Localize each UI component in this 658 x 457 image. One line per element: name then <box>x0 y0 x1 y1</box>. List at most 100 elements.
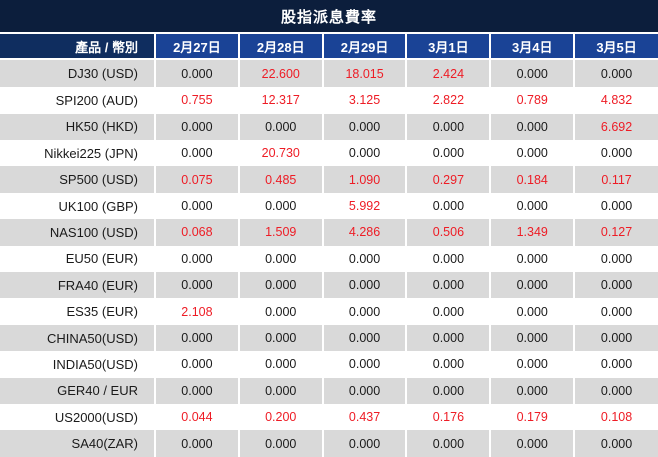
value-cell: 0.297 <box>405 166 491 193</box>
value-cell: 0.000 <box>154 351 239 378</box>
table-row: ES35 (EUR) 2.108 0.000 0.000 0.000 0.000 0.000 <box>0 298 658 325</box>
value-cell: 0.000 <box>321 298 407 325</box>
value-cell: 0.184 <box>489 166 575 193</box>
value-cell: 0.000 <box>237 113 323 140</box>
date-header-cell: 2月29日 <box>321 34 407 60</box>
table-row: NAS100 (USD) 0.068 1.509 4.286 0.506 1.349 0.1… <box>0 219 658 246</box>
product-cell: GER40 / EUR <box>57 383 138 399</box>
value-cell: 0.000 <box>489 377 575 405</box>
rates-table: 產品 / 幣別 2月27日 2月28日 2月29日 3月1日 3月4日 3月5日 DJ30… <box>0 34 658 457</box>
value-cell: 4.832 <box>573 87 658 114</box>
value-cell: 0.000 <box>154 272 239 299</box>
value-cell: 0.000 <box>405 351 491 378</box>
value-cell: 0.000 <box>573 59 658 88</box>
date-header-cell: 3月4日 <box>489 34 575 60</box>
value-cell: 0.000 <box>573 351 658 378</box>
value-cell: 0.127 <box>573 219 658 246</box>
value-cell: 0.108 <box>573 404 658 431</box>
value-cell: 0.000 <box>321 139 407 167</box>
value-cell: 0.000 <box>154 245 239 273</box>
value-cell: 0.000 <box>321 324 407 352</box>
value-cell: 0.485 <box>237 166 323 193</box>
value-cell: 0.000 <box>321 272 407 299</box>
value-cell: 0.000 <box>237 377 323 405</box>
product-cell: SA40(ZAR) <box>71 436 138 452</box>
value-cell: 0.000 <box>237 324 323 352</box>
value-cell: 0.000 <box>154 324 239 352</box>
value-cell: 0.000 <box>489 430 575 457</box>
value-cell: 0.000 <box>489 59 575 88</box>
page-title: 股指派息費率 <box>280 8 377 26</box>
value-cell: 12.317 <box>237 87 323 114</box>
value-cell: 0.000 <box>405 272 491 299</box>
value-cell: 0.000 <box>573 298 658 325</box>
product-cell: NAS100 (USD) <box>49 224 138 240</box>
value-cell: 0.000 <box>154 377 239 405</box>
value-cell: 0.000 <box>154 430 239 457</box>
value-cell: 0.000 <box>489 272 575 299</box>
value-cell: 0.755 <box>154 87 239 114</box>
product-cell: SPI200 (AUD) <box>55 92 138 108</box>
value-cell: 0.000 <box>405 377 491 405</box>
value-cell: 4.286 <box>321 219 407 246</box>
value-cell: 0.000 <box>573 324 658 352</box>
table-row: SP500 (USD) 0.075 0.485 1.090 0.297 0.184 0.11… <box>0 166 658 193</box>
value-cell: 0.000 <box>573 430 658 457</box>
value-cell: 0.000 <box>489 298 575 325</box>
value-cell: 0.000 <box>405 430 491 457</box>
value-cell: 0.179 <box>489 404 575 431</box>
value-cell: 0.176 <box>405 404 491 431</box>
value-cell: 0.000 <box>489 351 575 378</box>
value-cell: 0.000 <box>573 377 658 405</box>
value-cell: 0.000 <box>573 272 658 299</box>
value-cell: 0.075 <box>154 166 239 193</box>
date-header-cell: 3月1日 <box>405 34 491 60</box>
value-cell: 1.349 <box>489 219 575 246</box>
product-cell: UK100 (GBP) <box>58 198 138 214</box>
title-bar: 股指派息費率 <box>0 0 658 34</box>
table-row: CHINA50(USD) 0.000 0.000 0.000 0.000 0.000 0.0… <box>0 324 658 352</box>
value-cell: 0.000 <box>321 113 407 140</box>
table-row: INDIA50(USD) 0.000 0.000 0.000 0.000 0.000 0.0… <box>0 351 658 378</box>
product-cell: FRA40 (EUR) <box>57 277 138 293</box>
value-cell: 0.117 <box>573 166 658 193</box>
value-cell: 2.108 <box>154 298 239 325</box>
date-header-cell: 3月5日 <box>573 34 658 60</box>
table-row: EU50 (EUR) 0.000 0.000 0.000 0.000 0.000 0.000 <box>0 245 658 273</box>
table-row: HK50 (HKD) 0.000 0.000 0.000 0.000 0.000 6.692 <box>0 113 658 140</box>
value-cell: 0.000 <box>489 324 575 352</box>
value-cell: 0.000 <box>573 245 658 273</box>
product-cell: ES35 (EUR) <box>66 304 138 320</box>
table-row: GER40 / EUR 0.000 0.000 0.000 0.000 0.000 0.00… <box>0 377 658 405</box>
value-cell: 0.000 <box>489 192 575 220</box>
value-cell: 5.992 <box>321 192 407 220</box>
table-row: Nikkei225 (JPN) 0.000 20.730 0.000 0.000 0.00… <box>0 139 658 167</box>
value-cell: 0.000 <box>237 298 323 325</box>
value-cell: 0.200 <box>237 404 323 431</box>
value-cell: 0.000 <box>405 192 491 220</box>
value-cell: 0.000 <box>154 59 239 88</box>
table-row: SPI200 (AUD) 0.755 12.317 3.125 2.822 0.789 4.… <box>0 87 658 114</box>
product-cell: DJ30 (USD) <box>67 66 138 82</box>
value-cell: 20.730 <box>237 139 323 167</box>
value-cell: 3.125 <box>321 87 407 114</box>
value-cell: 0.000 <box>321 245 407 273</box>
value-cell: 0.000 <box>489 139 575 167</box>
value-cell: 6.692 <box>573 113 658 140</box>
value-cell: 0.000 <box>573 192 658 220</box>
table-row: US2000(USD) 0.044 0.200 0.437 0.176 0.179 0.10… <box>0 404 658 431</box>
value-cell: 0.000 <box>321 377 407 405</box>
value-cell: 0.506 <box>405 219 491 246</box>
value-cell: 2.822 <box>405 87 491 114</box>
value-cell: 0.044 <box>154 404 239 431</box>
value-cell: 18.015 <box>321 59 407 88</box>
value-cell: 0.000 <box>237 430 323 457</box>
value-cell: 0.000 <box>405 113 491 140</box>
value-cell: 0.000 <box>405 324 491 352</box>
value-cell: 1.090 <box>321 166 407 193</box>
value-cell: 0.000 <box>237 272 323 299</box>
value-cell: 0.000 <box>237 192 323 220</box>
table-row: UK100 (GBP) 0.000 0.000 5.992 0.000 0.000 0.00… <box>0 192 658 220</box>
value-cell: 22.600 <box>237 59 323 88</box>
